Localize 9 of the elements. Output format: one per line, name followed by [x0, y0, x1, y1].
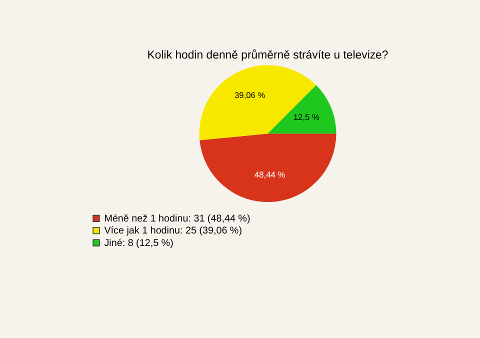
legend-label: Jiné: 8 (12,5 %) — [104, 238, 174, 249]
data-label: 39,06 % — [234, 90, 266, 100]
data-label: 12,5 % — [293, 112, 320, 122]
data-label: 48,44 % — [254, 170, 286, 180]
chart-title: Kolik hodin denně průměrně strávíte u televize? — [147, 48, 388, 62]
legend-label: Více jak 1 hodinu: 25 (39,06 %) — [104, 226, 242, 237]
pie-slice — [268, 85, 336, 134]
legend-label: Méně než 1 hodinu: 31 (48,44 %) — [104, 213, 250, 224]
pie-slice — [200, 134, 336, 202]
